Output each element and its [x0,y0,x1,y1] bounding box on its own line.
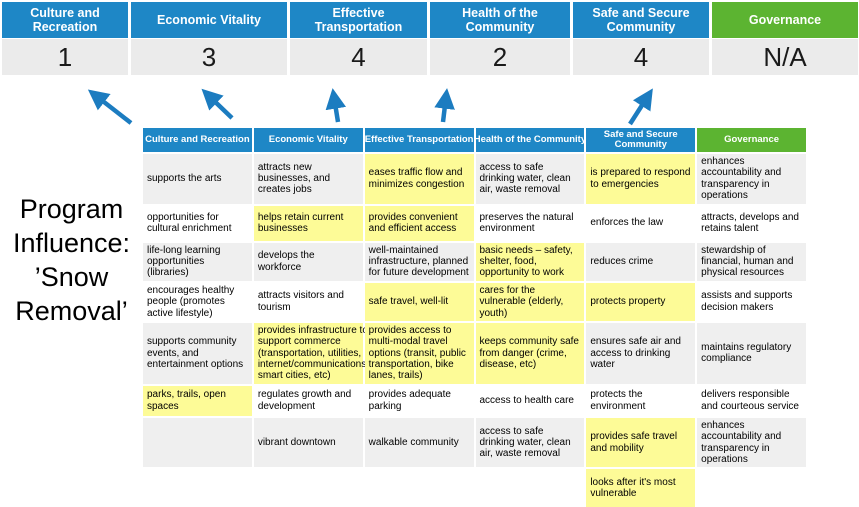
table-cell: opportunities for cultural enrichment [143,205,252,241]
table-cell: provides convenient and efficient access [364,205,474,241]
table-cell: keeps community safe from danger (crime,… [475,322,585,384]
priority-header: Culture and Recreation [2,2,128,38]
priority-header: Governance [712,2,858,38]
table-cell: basic needs – safety, shelter, food, opp… [475,242,585,281]
priority-header-band: Culture and Recreation Economic Vitality E… [2,2,858,38]
priority-header: Safe and Secure Community [573,2,709,38]
table-cell [143,469,252,507]
table-cell: maintains regulatory compliance [697,322,806,384]
column-header: Culture and Recreation [143,128,252,152]
influence-arrow-icon [628,88,653,126]
table-cell: attracts new businesses, and creates job… [253,154,363,204]
table-cell [697,469,806,507]
influence-arrow-icon [434,88,455,123]
table-cell [253,469,363,507]
table-cell: ensures safe air and access to drinking … [586,322,696,384]
priority-score: 4 [573,39,709,75]
table-cell: assists and supports decision makers [697,282,806,321]
table-cell: access to safe drinking water, clean air… [475,417,585,468]
table-cell: eases traffic flow and minimizes congest… [364,154,474,204]
table-cell: looks after it's most vulnerable [586,469,696,507]
table-cell: vibrant downtown [253,417,363,468]
priority-score: N/A [712,39,858,75]
table-cell: attracts, develops and retains talent [697,205,806,241]
priority-header: Health of the Community [430,2,570,38]
table-cell: develops the workforce [253,242,363,281]
column-header: Governance [697,128,806,152]
table-cell: life-long learning opportunities (librar… [143,242,252,281]
influence-table: Culture and Recreation Economic Vitality E… [143,128,806,507]
table-cell: preserves the natural environment [475,205,585,241]
priority-score: 1 [2,39,128,75]
priority-score-band: 1 3 4 2 4 N/A [2,39,858,75]
table-cell: protects property [586,282,696,321]
table-cell [143,417,252,468]
influence-arrow-icon [87,89,133,125]
table-cell: walkable community [364,417,474,468]
column-header: Economic Vitality [253,128,363,152]
priority-score: 3 [131,39,287,75]
table-cell: stewardship of financial, human and phys… [697,242,806,281]
table-cell: regulates growth and development [253,385,363,416]
column-header: Safe and Secure Community [586,128,696,152]
table-cell: supports community events, and entertain… [143,322,252,384]
table-cell: provides adequate parking [364,385,474,416]
table-cell: provides access to multi-modal travel op… [364,322,474,384]
table-cell: reduces crime [586,242,696,281]
influence-arrow-icon [201,88,234,120]
page-title: Program Influence: ’Snow Removal’ [12,194,131,327]
priority-score: 4 [290,39,427,75]
priority-header: Effective Transportation [290,2,427,38]
table-cell: safe travel, well-lit [364,282,474,321]
table-cell: helps retain current businesses [253,205,363,241]
priority-score: 2 [430,39,570,75]
influence-arrow-icon [325,88,347,123]
table-cell: cares for the vulnerable (elderly, youth… [475,282,585,321]
table-cell: enhances accountability and transparency… [697,154,806,204]
table-cell: encourages healthy people (promotes acti… [143,282,252,321]
table-cell: protects the environment [586,385,696,416]
table-cell: parks, trails, open spaces [143,385,252,416]
table-cell [475,469,585,507]
table-cell: is prepared to respond to emergencies [586,154,696,204]
table-cell: access to health care [475,385,585,416]
table-cell: well-maintained infrastructure, planned … [364,242,474,281]
table-cell: access to safe drinking water, clean air… [475,154,585,204]
column-header: Effective Transportation [364,128,474,152]
table-cell: enhances accountability and transparency… [697,417,806,468]
table-cell: enforces the law [586,205,696,241]
column-header: Health of the Community [475,128,585,152]
table-cell: delivers responsible and courteous servi… [697,385,806,416]
table-cell: provides safe travel and mobility [586,417,696,468]
table-cell: supports the arts [143,154,252,204]
table-cell: attracts visitors and tourism [253,282,363,321]
table-cell [364,469,474,507]
priority-header: Economic Vitality [131,2,287,38]
table-cell: provides infrastructure to support comme… [253,322,369,384]
